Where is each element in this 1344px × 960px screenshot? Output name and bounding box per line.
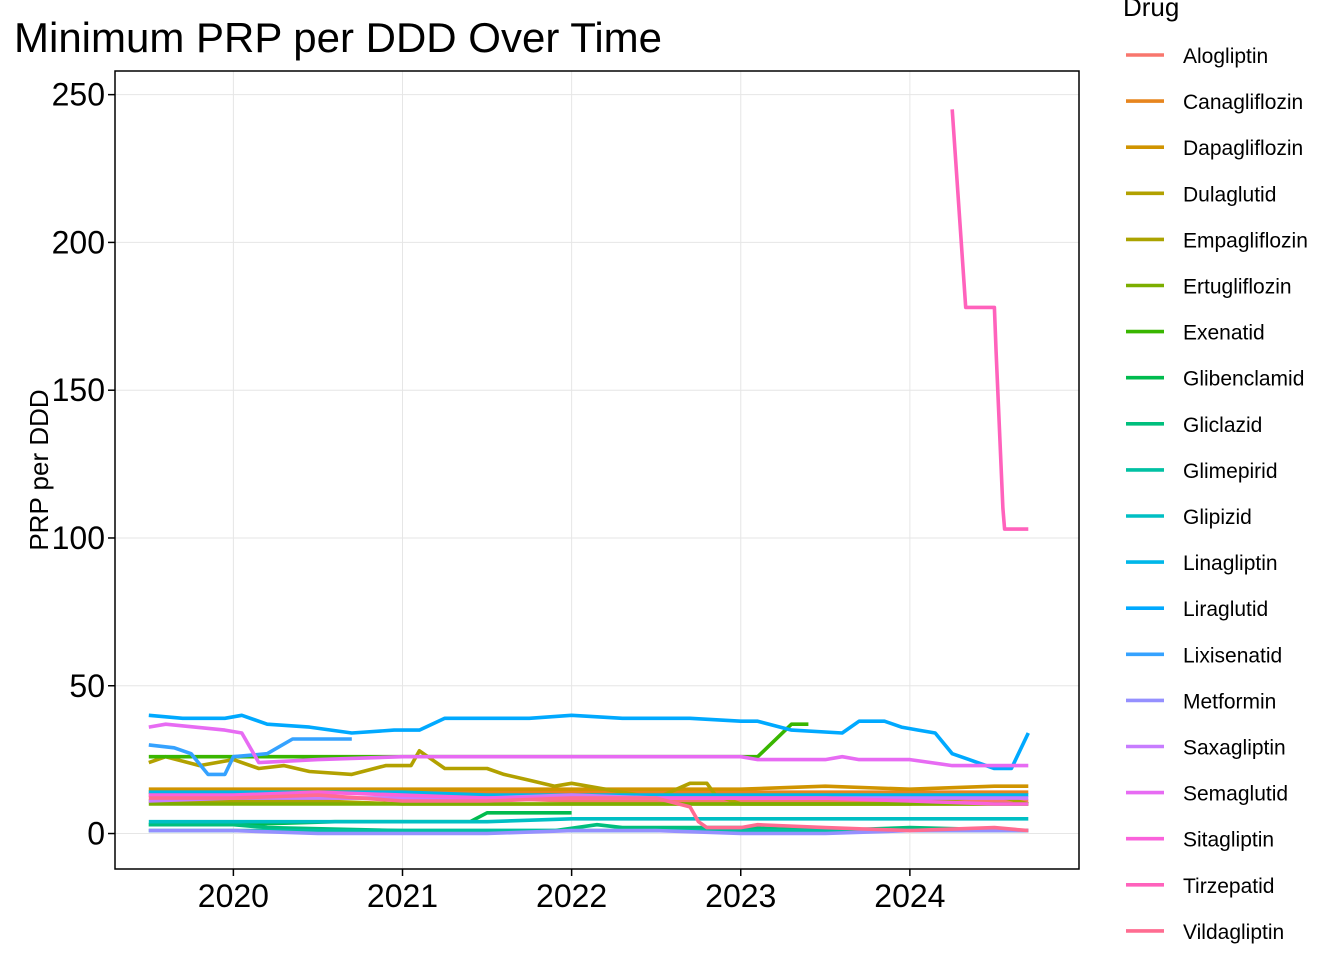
legend-label: Glipizid	[1183, 506, 1252, 529]
legend-item-liraglutid: Liraglutid	[1126, 598, 1268, 621]
legend-label: Dulaglutid	[1183, 183, 1276, 206]
legend-item-glibenclamid: Glibenclamid	[1126, 368, 1304, 391]
x-tick-label: 2024	[874, 878, 945, 914]
y-axis-ticks: 0 50 100 150 200 250	[52, 77, 115, 852]
gridlines	[115, 71, 1079, 869]
legend-item-glimepirid: Glimepirid	[1126, 460, 1278, 483]
legend-item-vildagliptin: Vildagliptin	[1126, 921, 1284, 944]
y-tick-label: 250	[52, 77, 105, 113]
legend-item-gliclazid: Gliclazid	[1126, 414, 1262, 437]
x-tick-label: 2023	[705, 878, 776, 914]
legend-item-saxagliptin: Saxagliptin	[1126, 737, 1286, 760]
y-axis-title: PRP per DDD	[24, 389, 54, 550]
legend-label: Glimepirid	[1183, 460, 1278, 483]
legend-item-sitagliptin: Sitagliptin	[1126, 829, 1274, 852]
legend-label: Liraglutid	[1183, 598, 1268, 621]
legend-label: Gliclazid	[1183, 414, 1262, 437]
series-line-vildagliptin	[148, 793, 1029, 833]
legend-label: Saxagliptin	[1183, 737, 1286, 760]
chart-title: Minimum PRP per DDD Over Time	[14, 14, 662, 61]
series-line-metformin	[148, 828, 1029, 836]
legend-item-alogliptin: Alogliptin	[1126, 45, 1268, 68]
y-tick-label: 0	[87, 816, 105, 852]
legend-label: Lixisenatid	[1183, 644, 1282, 667]
legend-label: Empagliflozin	[1183, 229, 1308, 252]
series-line-lixisenatid	[148, 737, 352, 777]
legend-label: Metformin	[1183, 690, 1276, 713]
legend: Alogliptin Canagliflozin Dapagliflozin Dula…	[1126, 45, 1308, 944]
series-lines	[148, 109, 1030, 836]
x-tick-label: 2020	[198, 878, 269, 914]
legend-item-ertugliflozin: Ertugliflozin	[1126, 276, 1292, 299]
y-tick-label: 50	[69, 668, 105, 704]
legend-label: Exenatid	[1183, 322, 1265, 345]
legend-title: Drug	[1123, 0, 1179, 22]
x-axis-ticks: 2020 2021 2022 2023 2024	[198, 869, 945, 914]
x-tick-label: 2022	[536, 878, 607, 914]
plot-panel-border	[114, 70, 1080, 870]
y-tick-label: 150	[52, 372, 105, 408]
y-tick-label: 200	[52, 224, 105, 260]
legend-label: Dapagliflozin	[1183, 137, 1303, 160]
legend-label: Sitagliptin	[1183, 829, 1274, 852]
series-line-liraglutid	[148, 713, 1030, 771]
legend-item-exenatid: Exenatid	[1126, 322, 1265, 345]
legend-item-glipizid: Glipizid	[1126, 506, 1252, 529]
legend-label: Canagliflozin	[1183, 91, 1303, 114]
legend-label: Ertugliflozin	[1183, 276, 1292, 299]
legend-item-lixisenatid: Lixisenatid	[1126, 644, 1282, 667]
series-line-glipizid	[148, 817, 1029, 824]
legend-label: Alogliptin	[1183, 45, 1268, 68]
x-tick-label: 2021	[367, 878, 438, 914]
legend-label: Semaglutid	[1183, 783, 1288, 806]
series-line-semaglutid	[148, 722, 1029, 768]
legend-item-metformin: Metformin	[1126, 690, 1276, 713]
y-tick-label: 100	[52, 520, 105, 556]
legend-item-dulaglutid: Dulaglutid	[1126, 183, 1276, 206]
legend-label: Linagliptin	[1183, 552, 1278, 575]
legend-item-linagliptin: Linagliptin	[1126, 552, 1278, 575]
legend-item-empagliflozin: Empagliflozin	[1126, 229, 1308, 252]
legend-label: Glibenclamid	[1183, 368, 1304, 391]
legend-item-dapagliflozin: Dapagliflozin	[1126, 137, 1303, 160]
legend-item-canagliflozin: Canagliflozin	[1126, 91, 1303, 114]
series-line-dulaglutid	[148, 749, 1029, 806]
legend-label: Vildagliptin	[1183, 921, 1284, 944]
legend-label: Tirzepatid	[1183, 875, 1274, 898]
series-line-tirzepatid	[950, 109, 1029, 531]
legend-item-semaglutid: Semaglutid	[1126, 783, 1288, 806]
legend-item-tirzepatid: Tirzepatid	[1126, 875, 1274, 898]
